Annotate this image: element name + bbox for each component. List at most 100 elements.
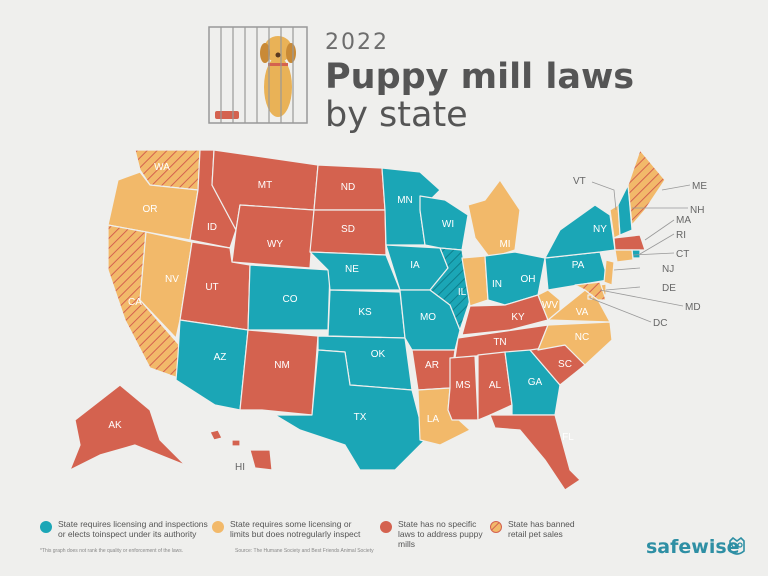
state-nj <box>603 259 615 286</box>
callout-line-ct <box>632 252 675 256</box>
state-label-ks: KS <box>358 307 372 318</box>
state-al <box>477 351 513 421</box>
cage-frame <box>208 26 308 124</box>
state-ak <box>69 384 186 471</box>
state-label-ma: MA <box>676 215 691 226</box>
state-label-sd: SD <box>341 224 355 235</box>
state-wy <box>231 204 315 269</box>
puppy-ear-left <box>260 43 270 63</box>
brand-logo: safewise <box>646 536 740 558</box>
state-label-ut: UT <box>205 282 218 293</box>
state-nc <box>537 321 613 366</box>
state-label-md: MD <box>685 302 701 313</box>
state-label-al: AL <box>489 380 502 391</box>
state-label-nc: NC <box>575 332 589 343</box>
hatched-dot-icon <box>490 521 502 533</box>
state-label-il: IL <box>458 287 467 298</box>
state-label-nm: NM <box>274 360 290 371</box>
state-label-wa: WA <box>154 162 170 173</box>
state-label-tx: TX <box>354 412 367 423</box>
puppy-body <box>264 57 292 117</box>
state-me <box>627 149 666 226</box>
state-label-ar: AR <box>425 360 439 371</box>
callout-line-de <box>605 286 641 291</box>
callout-line-vt <box>591 181 617 211</box>
state-label-or: OR <box>143 204 158 215</box>
state-label-az: AZ <box>214 352 227 363</box>
source-note: Source: The Humane Society and Best Frie… <box>235 548 374 554</box>
legend-label: State has banned retail pet sales <box>508 519 575 539</box>
state-label-ky: KY <box>511 312 525 323</box>
state-label-ak: AK <box>108 420 122 431</box>
state-wv <box>537 289 561 321</box>
puppy-head <box>264 36 292 62</box>
footnote: *This graph does not rank the quality or… <box>40 548 184 554</box>
state-label-la: LA <box>427 414 440 425</box>
state-label-pa: PA <box>572 260 585 271</box>
legend-label: State requires licensing and inspections… <box>58 519 208 539</box>
state-label-tn: TN <box>493 337 506 348</box>
callout-line-md <box>599 289 684 307</box>
state-label-wi: WI <box>442 219 454 230</box>
state-label-ri: RI <box>676 230 686 241</box>
red-dot-icon <box>380 521 392 533</box>
callout-line-me <box>661 184 691 191</box>
state-label-de: DE <box>662 283 676 294</box>
state-label-ne: NE <box>345 264 359 275</box>
state-label-vt: VT <box>573 176 586 187</box>
callout-line-dc <box>589 297 652 323</box>
state-label-ok: OK <box>371 349 386 360</box>
state-tx <box>274 349 426 471</box>
puppy-nose <box>275 52 281 58</box>
state-label-id: ID <box>207 222 217 233</box>
state-md <box>574 281 607 301</box>
state-label-ms: MS <box>456 380 471 391</box>
state-label-ga: GA <box>528 377 543 388</box>
caged-puppy-illustration <box>208 26 308 124</box>
state-label-wy: WY <box>267 239 283 250</box>
legend-label: State has no specific laws to address pu… <box>398 519 483 549</box>
state-label-ca: CA <box>128 297 142 308</box>
state-label-nv: NV <box>165 274 179 285</box>
year-label: 2022 <box>325 30 389 55</box>
state-label-wv: WV <box>542 300 558 311</box>
state-ne <box>309 251 401 291</box>
state-label-co: CO <box>283 294 298 305</box>
state-mi <box>467 179 521 259</box>
callout-line-ma <box>644 219 675 241</box>
state-nm <box>239 329 319 416</box>
state-label-va: VA <box>576 307 589 318</box>
teal-dot-icon <box>40 521 52 533</box>
state-label-ia: IA <box>410 260 420 271</box>
state-label-dc: DC <box>653 318 667 329</box>
state-label-ct: CT <box>676 249 689 260</box>
callout-line-nj <box>613 267 641 271</box>
owl-logo-icon <box>729 537 745 555</box>
state-label-hi: HI <box>235 462 245 473</box>
state-label-nj: NJ <box>662 264 674 275</box>
orange-dot-icon <box>212 521 224 533</box>
state-az <box>175 319 249 411</box>
state-label-mi: MI <box>499 239 510 250</box>
state-label-mt: MT <box>258 180 272 191</box>
page-title: Puppy mill laws <box>325 57 635 97</box>
state-ms <box>447 355 479 421</box>
state-hi <box>209 429 273 471</box>
state-label-nd: ND <box>341 182 355 193</box>
state-label-mo: MO <box>420 312 436 323</box>
state-label-mn: MN <box>397 195 413 206</box>
callout-line-ri <box>639 233 675 255</box>
state-label-sc: SC <box>558 359 572 370</box>
state-label-nh: NH <box>690 205 704 216</box>
state-ct <box>614 249 634 263</box>
state-label-fl: FL <box>562 432 574 443</box>
state-nv <box>139 231 193 339</box>
puppy-collar <box>268 63 288 66</box>
state-nh <box>617 184 633 236</box>
state-label-in: IN <box>492 279 502 290</box>
legend-label: State requires some licensing or limits … <box>230 519 361 539</box>
state-label-me: ME <box>692 181 707 192</box>
state-ma <box>613 234 646 251</box>
